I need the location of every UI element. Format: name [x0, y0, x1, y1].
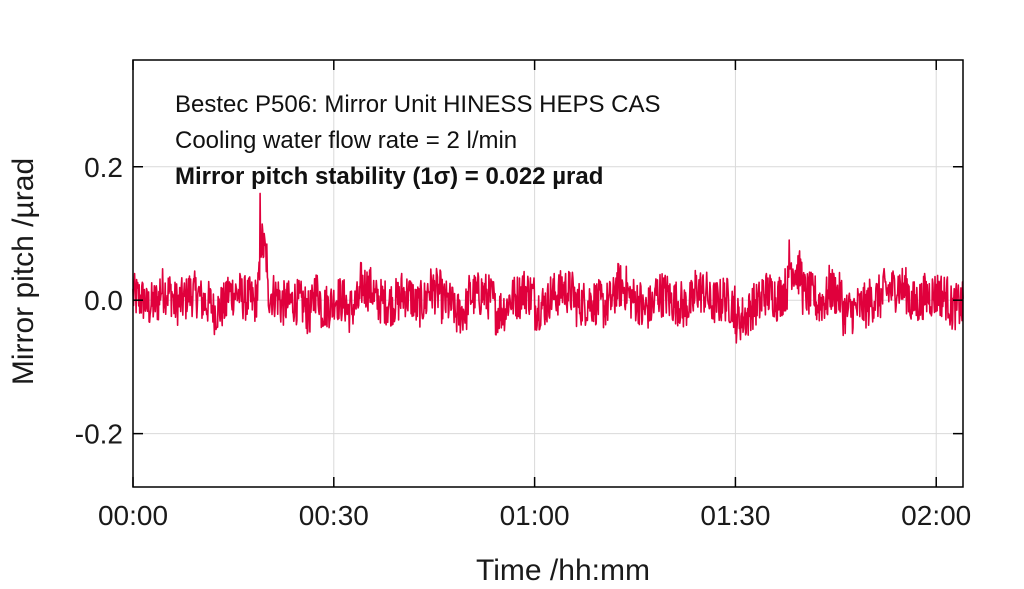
annotation-line: Bestec P506: Mirror Unit HINESS HEPS CAS	[175, 91, 660, 118]
y-tick-label: 0.0	[84, 285, 123, 316]
x-tick-label: 01:00	[500, 500, 570, 531]
y-tick-label: -0.2	[75, 419, 123, 450]
x-tick-label: 00:00	[98, 500, 168, 531]
annotation-line: Cooling water flow rate = 2 l/min	[175, 127, 517, 154]
series-line	[132, 192, 964, 344]
annotation-line: Mirror pitch stability (1σ) = 0.022 µrad	[175, 163, 603, 190]
x-tick-label: 01:30	[700, 500, 770, 531]
plot-frame	[132, 59, 964, 488]
axis-ticks: 00:00 00:30 01:00 01:30 02:00 0.2 0.0 -0.2	[75, 60, 971, 531]
y-axis-title: Mirror pitch /µrad	[7, 158, 40, 385]
x-tick-label: 00:30	[299, 500, 369, 531]
y-tick-label: 0.2	[84, 152, 123, 183]
series-group	[132, 192, 964, 344]
x-tick-label: 02:00	[901, 500, 971, 531]
x-axis-title: Time /hh:mm	[476, 554, 650, 587]
annotations: Bestec P506: Mirror Unit HINESS HEPS CAS…	[175, 91, 660, 190]
